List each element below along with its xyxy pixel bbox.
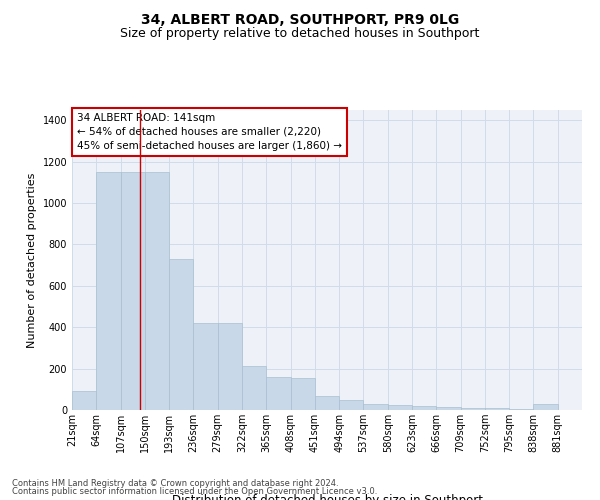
Text: Contains HM Land Registry data © Crown copyright and database right 2024.: Contains HM Land Registry data © Crown c… bbox=[12, 478, 338, 488]
Text: 34 ALBERT ROAD: 141sqm
← 54% of detached houses are smaller (2,220)
45% of semi-: 34 ALBERT ROAD: 141sqm ← 54% of detached… bbox=[77, 113, 342, 151]
Bar bbox=[242, 366, 266, 410]
Bar bbox=[485, 408, 509, 410]
Bar bbox=[72, 392, 96, 410]
X-axis label: Distribution of detached houses by size in Southport: Distribution of detached houses by size … bbox=[172, 494, 482, 500]
Bar bbox=[145, 172, 169, 410]
Bar bbox=[266, 377, 290, 410]
Bar bbox=[290, 378, 315, 410]
Bar bbox=[364, 404, 388, 410]
Bar bbox=[412, 406, 436, 410]
Bar bbox=[96, 172, 121, 410]
Bar bbox=[461, 408, 485, 410]
Bar bbox=[436, 407, 461, 410]
Bar bbox=[339, 400, 364, 410]
Y-axis label: Number of detached properties: Number of detached properties bbox=[27, 172, 37, 348]
Bar bbox=[121, 172, 145, 410]
Bar bbox=[315, 396, 339, 410]
Text: Contains public sector information licensed under the Open Government Licence v3: Contains public sector information licen… bbox=[12, 487, 377, 496]
Bar bbox=[169, 259, 193, 410]
Text: 34, ALBERT ROAD, SOUTHPORT, PR9 0LG: 34, ALBERT ROAD, SOUTHPORT, PR9 0LG bbox=[141, 12, 459, 26]
Text: Size of property relative to detached houses in Southport: Size of property relative to detached ho… bbox=[121, 28, 479, 40]
Bar bbox=[218, 323, 242, 410]
Bar bbox=[509, 409, 533, 410]
Bar bbox=[388, 405, 412, 410]
Bar bbox=[533, 404, 558, 410]
Bar bbox=[193, 323, 218, 410]
